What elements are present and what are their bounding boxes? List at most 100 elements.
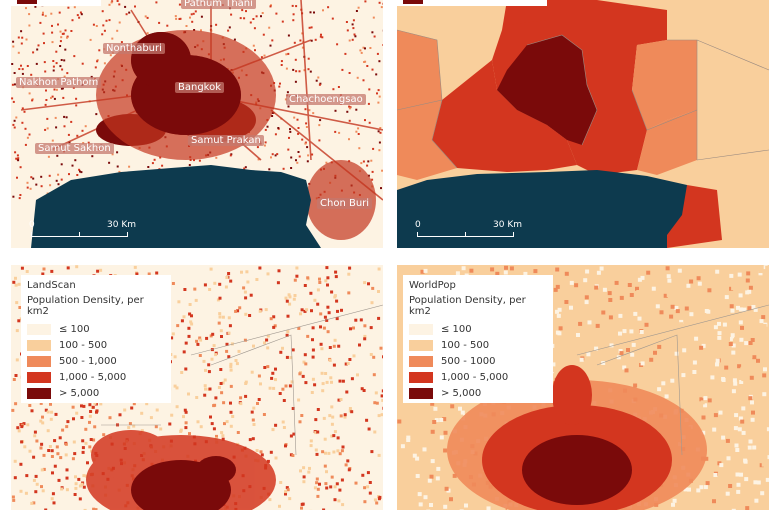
density-cell bbox=[450, 404, 455, 409]
density-cell bbox=[311, 355, 315, 359]
density-cell bbox=[221, 381, 225, 385]
density-cell bbox=[50, 96, 52, 99]
density-cell bbox=[748, 353, 753, 358]
density-cell bbox=[316, 487, 320, 491]
density-cell bbox=[341, 445, 345, 449]
density-cell bbox=[15, 157, 18, 160]
density-cell bbox=[80, 404, 83, 408]
density-cell bbox=[193, 159, 195, 162]
density-cell bbox=[765, 265, 769, 270]
density-cell bbox=[266, 346, 270, 350]
density-cell bbox=[285, 299, 289, 303]
density-cell bbox=[53, 439, 57, 443]
density-cell bbox=[83, 508, 87, 510]
density-cell bbox=[724, 409, 729, 414]
density-cell bbox=[275, 12, 278, 15]
density-cell bbox=[658, 302, 663, 307]
density-cell bbox=[71, 457, 75, 461]
density-cell bbox=[377, 453, 381, 457]
density-cell bbox=[41, 415, 44, 419]
density-cell bbox=[316, 302, 320, 306]
density-cell bbox=[745, 391, 750, 396]
density-cell bbox=[222, 401, 226, 405]
density-cell bbox=[272, 386, 276, 390]
density-cell bbox=[57, 23, 59, 26]
density-cell bbox=[336, 436, 340, 440]
density-cell bbox=[245, 270, 249, 274]
density-cell bbox=[324, 372, 328, 375]
density-cell bbox=[66, 36, 68, 39]
density-cell bbox=[146, 16, 149, 19]
density-cell bbox=[736, 305, 740, 310]
density-cell bbox=[118, 21, 121, 24]
density-cell bbox=[210, 357, 214, 361]
density-cell bbox=[715, 362, 719, 367]
density-cell bbox=[763, 428, 768, 432]
density-cell bbox=[170, 413, 174, 417]
density-cell bbox=[59, 40, 62, 43]
density-cell bbox=[50, 455, 54, 458]
density-cell bbox=[715, 409, 720, 414]
density-cell bbox=[153, 158, 156, 161]
density-cell bbox=[380, 6, 383, 9]
density-cell bbox=[334, 275, 338, 279]
density-cell bbox=[71, 164, 74, 167]
density-cell bbox=[382, 406, 383, 410]
density-cell bbox=[203, 393, 207, 397]
density-cell bbox=[284, 296, 288, 300]
density-cell bbox=[284, 98, 287, 101]
density-cell bbox=[369, 353, 373, 356]
density-cell bbox=[319, 325, 322, 329]
density-cell bbox=[307, 470, 311, 474]
density-cell bbox=[184, 410, 188, 414]
density-cell bbox=[21, 107, 24, 110]
density-cell bbox=[288, 384, 292, 388]
density-cell bbox=[378, 60, 381, 63]
density-cell bbox=[26, 186, 29, 189]
density-cell bbox=[128, 422, 132, 426]
density-cell bbox=[111, 37, 114, 40]
density-cell bbox=[343, 415, 347, 419]
density-cell bbox=[380, 187, 382, 190]
density-cell bbox=[94, 508, 98, 510]
density-cell bbox=[78, 168, 81, 171]
density-cell bbox=[696, 488, 701, 493]
density-cell bbox=[189, 16, 191, 19]
density-cell bbox=[173, 355, 177, 359]
density-cell bbox=[75, 104, 78, 107]
density-cell bbox=[423, 268, 428, 273]
density-cell bbox=[681, 373, 686, 378]
density-cell bbox=[741, 430, 746, 435]
density-cell bbox=[340, 449, 344, 453]
density-cell bbox=[312, 112, 315, 115]
density-cell bbox=[303, 69, 306, 72]
density-cell bbox=[178, 3, 181, 6]
density-cell bbox=[446, 482, 451, 487]
density-cell bbox=[452, 473, 457, 478]
density-cell bbox=[313, 383, 317, 387]
density-cell bbox=[43, 42, 45, 45]
density-cell bbox=[78, 484, 82, 488]
density-cell bbox=[279, 82, 281, 85]
density-cell bbox=[225, 349, 229, 353]
density-cell bbox=[694, 336, 699, 341]
density-cell bbox=[57, 478, 61, 482]
density-cell bbox=[371, 31, 374, 34]
density-cell bbox=[102, 24, 105, 27]
density-cell bbox=[713, 413, 718, 418]
density-cell bbox=[556, 313, 561, 318]
density-cell bbox=[740, 325, 744, 330]
density-cell bbox=[118, 413, 122, 417]
density-cell bbox=[375, 401, 379, 405]
density-cell bbox=[231, 415, 235, 418]
legend-title: LandScan bbox=[27, 280, 76, 291]
density-cell bbox=[77, 477, 81, 481]
density-cell bbox=[35, 62, 38, 65]
density-cell bbox=[427, 478, 432, 483]
density-cell bbox=[724, 392, 729, 397]
density-cell bbox=[274, 423, 278, 427]
density-cell bbox=[48, 445, 52, 448]
density-cell bbox=[132, 402, 136, 406]
density-cell bbox=[22, 422, 26, 426]
density-cell bbox=[657, 344, 662, 349]
